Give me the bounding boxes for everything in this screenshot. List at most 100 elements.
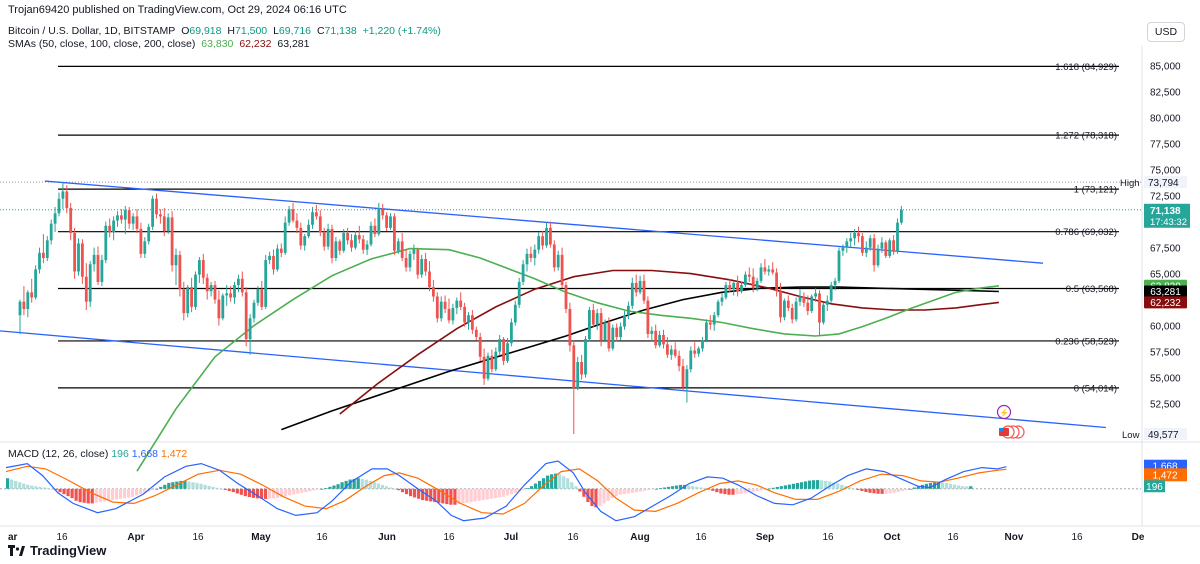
symbol-legend[interactable]: Bitcoin / U.S. Dollar, 1D, BITSTAMP O69,…: [8, 25, 444, 37]
macd-histogram-bar: [98, 488, 102, 503]
sma200-value: 63,281: [277, 38, 310, 50]
candle-body: [311, 212, 314, 225]
macd-histogram-bar: [872, 488, 876, 494]
candle-body: [790, 307, 794, 320]
candle-body: [408, 253, 412, 268]
macd-histogram-bar: [30, 485, 34, 489]
time-tick-label: 16: [1071, 532, 1083, 543]
macd-histogram-bar: [594, 488, 598, 508]
macd-histogram-bar: [638, 488, 642, 492]
macd-histogram-bar: [803, 481, 808, 489]
macd-histogram-bar: [94, 488, 98, 503]
macd-histogram-bar: [896, 488, 900, 493]
footer-brand[interactable]: TradingView: [8, 543, 106, 558]
candle-body: [482, 356, 486, 379]
candle-body: [435, 296, 439, 319]
macd-histogram-bar: [558, 474, 562, 489]
candle-body: [627, 305, 630, 316]
macd-histogram-bar: [445, 488, 449, 505]
candle-body: [829, 285, 833, 301]
candle-body: [689, 350, 693, 370]
candle-body: [396, 241, 400, 251]
candle-body: [104, 225, 108, 261]
macd-histogram-bar: [457, 488, 461, 505]
macd-histogram-bar: [928, 483, 933, 489]
macd-histogram-bar: [787, 484, 792, 489]
macd-histogram-bar: [912, 487, 916, 489]
macd-histogram-bar: [606, 488, 610, 501]
lightning-event-glyph: ⚡: [999, 408, 1009, 418]
macd-histogram-bar: [259, 488, 264, 499]
candle-body: [853, 233, 856, 239]
candle-body: [857, 233, 860, 237]
candle-body: [159, 214, 162, 217]
candle-body: [225, 293, 229, 296]
low-value: 69,716: [278, 25, 312, 37]
candle-body: [673, 349, 677, 356]
macd-histogram-bar: [646, 488, 650, 491]
time-tick-label: De: [1132, 532, 1145, 543]
macd-histogram-bar: [513, 488, 517, 493]
candle-body: [513, 304, 517, 323]
macd-histogram-bar: [179, 480, 183, 489]
macd-histogram-bar: [469, 488, 473, 503]
candle-body: [108, 225, 112, 232]
macd-histogram-bar: [582, 488, 586, 497]
macd-histogram-bar: [900, 488, 904, 492]
macd-histogram-bar: [421, 488, 425, 501]
macd-histogram-bar: [163, 484, 167, 489]
candle-body: [549, 227, 552, 245]
candle-body: [533, 249, 537, 258]
macd-histogram-bar: [473, 488, 477, 502]
price-tick-label: 52,500: [1150, 400, 1181, 411]
macd-histogram-bar: [703, 488, 707, 489]
low-value: 49,577: [1148, 430, 1179, 441]
candle-body: [139, 228, 143, 254]
candle-body: [315, 212, 318, 217]
macd-histogram-bar: [465, 488, 469, 503]
macd-histogram-bar: [755, 488, 759, 491]
macd-histogram-bar: [880, 488, 884, 494]
macd-histogram-bar: [360, 478, 364, 489]
macd-histogram-bar: [453, 488, 457, 505]
macd-histogram-bar: [74, 488, 78, 501]
candle-body: [221, 295, 225, 319]
macd-histogram-bar: [271, 488, 276, 499]
candle-body: [767, 269, 771, 272]
candle-body: [517, 281, 521, 305]
macd-histogram-bar: [679, 484, 683, 489]
macd-histogram-bar: [904, 488, 908, 491]
macd-histogram-bar: [590, 488, 594, 507]
low-label: L: [273, 25, 279, 37]
candle-body: [276, 248, 279, 270]
macd-histogram-bar: [46, 488, 50, 489]
sma-legend[interactable]: SMAs (50, close, 100, close, 200, close)…: [8, 38, 312, 50]
candle-body: [732, 282, 736, 290]
macd-histogram-bar: [22, 483, 26, 489]
sma100-badge: 62,232: [1150, 298, 1181, 309]
macd-histogram-bar: [687, 485, 691, 489]
candle-body: [630, 282, 634, 306]
currency-button[interactable]: USD: [1147, 22, 1185, 42]
macd-histogram-bar: [799, 482, 804, 489]
macd-histogram-bar: [388, 487, 393, 489]
macd-histogram-bar: [570, 482, 574, 489]
macd-histogram-bar: [562, 476, 566, 489]
candle-body: [662, 334, 665, 345]
candle-body: [447, 308, 451, 321]
macd-histogram-bar: [227, 488, 231, 491]
candle-body: [123, 210, 127, 220]
candle-body: [389, 216, 392, 228]
publish-info: Trojan69420 published on TradingView.com…: [8, 4, 347, 16]
macd-histogram-bar: [953, 484, 957, 489]
macd-histogram-bar: [944, 483, 949, 489]
lightning-event-icon[interactable]: [996, 404, 1012, 420]
fib-level-label: 1 (73,121): [1074, 185, 1117, 196]
macd-legend[interactable]: MACD (12, 26, close) 196 1,668 1,472: [8, 448, 187, 460]
macd-histogram-bar: [670, 486, 675, 489]
fib-level-label: 0 (54,014): [1074, 383, 1117, 394]
macd-histogram-bar: [86, 488, 90, 504]
candle-body: [201, 260, 205, 278]
